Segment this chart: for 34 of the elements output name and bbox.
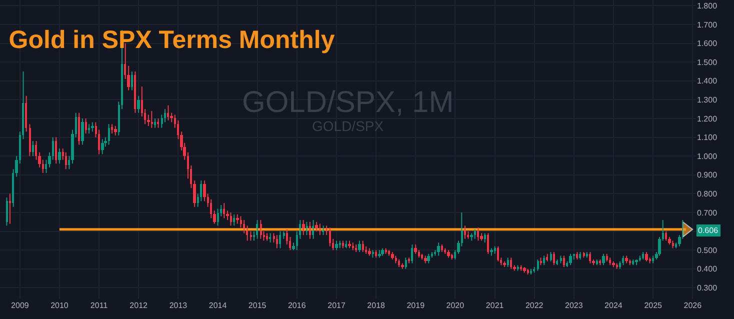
y-tick-label: 1.000 <box>697 152 718 161</box>
y-tick-label: 0.700 <box>697 208 718 218</box>
y-tick-label: 1.500 <box>697 58 718 67</box>
x-tick-label: 2018 <box>367 301 386 310</box>
y-tick-label: 0.300 <box>697 284 718 293</box>
x-tick-label: 2010 <box>50 301 69 310</box>
x-tick-label: 2011 <box>90 301 108 310</box>
y-tick-label: 1.800 <box>697 1 718 10</box>
x-tick-label: 2017 <box>328 301 346 310</box>
y-tick-label: 1.300 <box>697 95 718 104</box>
y-tick-label: 0.900 <box>697 170 718 180</box>
x-tick-label: 2021 <box>486 301 504 310</box>
y-tick-label: 0.400 <box>697 264 718 274</box>
x-tick-label: 2024 <box>604 301 623 310</box>
x-tick-label: 2012 <box>130 301 148 310</box>
x-tick-label: 2026 <box>684 301 702 310</box>
x-tick-label: 2014 <box>208 301 228 310</box>
x-tick-label: 2016 <box>288 301 306 310</box>
text: 0.606 <box>698 226 719 235</box>
y-tick-label: 0.500 <box>697 246 718 255</box>
y-tick-label: 1.100 <box>697 133 718 142</box>
y-tick-label: 1.200 <box>697 114 718 124</box>
y-tick-label: 1.700 <box>697 20 718 30</box>
x-tick-label: 2009 <box>11 301 30 310</box>
x-tick-label: 2025 <box>644 301 663 310</box>
x-tick-label: 2022 <box>525 301 544 310</box>
x-tick-label: 2023 <box>565 301 584 310</box>
x-tick-label: 2015 <box>248 301 267 310</box>
x-tick-label: 2020 <box>446 301 465 310</box>
x-tick-label: 2013 <box>169 301 188 310</box>
y-tick-label: 1.600 <box>697 39 718 48</box>
y-tick-label: 0.800 <box>697 189 718 198</box>
x-tick-label: 2019 <box>406 301 426 310</box>
y-tick-label: 1.400 <box>697 76 718 86</box>
